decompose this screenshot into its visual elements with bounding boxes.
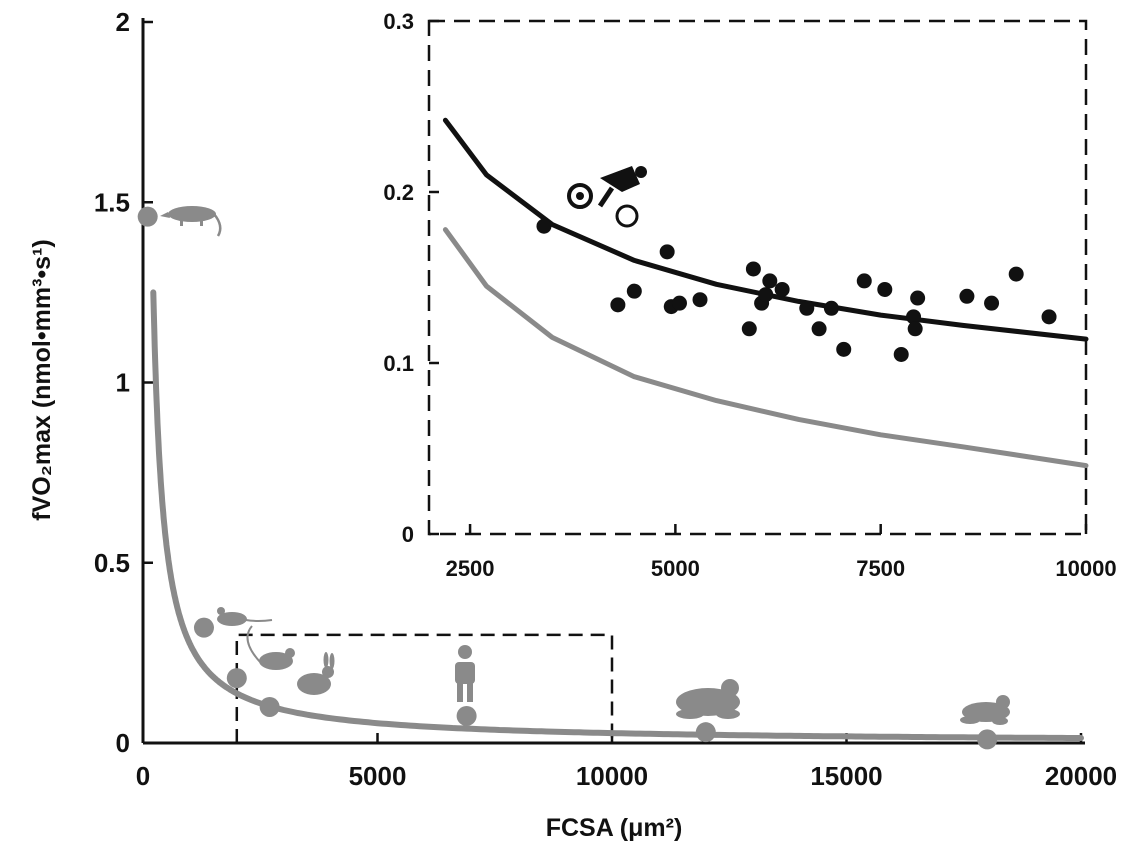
main-data-point [137, 206, 158, 227]
inset-curve-0 [442, 117, 1089, 342]
inset-y-tick-label: 0 [402, 522, 414, 547]
inset-x-tick-label: 10000 [1055, 556, 1116, 581]
inset-data-point [856, 273, 872, 289]
main-data-point [259, 696, 280, 717]
rat-icon [246, 625, 295, 670]
y-axis-label: fVO₂max (nmol•mm³•s¹) [28, 239, 56, 520]
inset-chart: 2500 5000 7500 10000 0 0.1 0.2 0.3 [383, 9, 1116, 581]
toad-icon [960, 695, 1010, 725]
inset-data-point [741, 321, 757, 337]
inset-x-tick-label: 2500 [446, 556, 495, 581]
animal-icons [160, 206, 1010, 725]
x-tick-label: 0 [136, 761, 150, 791]
frog-icon [676, 679, 740, 719]
main-data-point [695, 722, 716, 743]
x-tick-label: 5000 [349, 761, 407, 791]
cyclist-icon [567, 166, 647, 228]
inset-data-point [626, 283, 642, 299]
inset-data-point [1008, 266, 1024, 282]
inset-data-point [659, 244, 675, 260]
inset-data-point [906, 309, 922, 325]
inset-data-point [893, 346, 909, 362]
inset-region-box [235, 633, 614, 743]
inset-y-tick-label: 0.1 [383, 351, 414, 376]
inset-x-tick-label: 7500 [856, 556, 905, 581]
inset-data-point [799, 300, 815, 316]
inset-curve-1 [442, 227, 1089, 469]
inset-data-point [811, 321, 827, 337]
rabbit-icon [297, 652, 335, 695]
inset-data-point [907, 321, 923, 337]
mouse-icon [217, 607, 273, 626]
y-tick-label: 2 [116, 7, 130, 37]
inset-frame [427, 19, 1088, 536]
inset-data-point [823, 300, 839, 316]
main-data-point [977, 729, 998, 750]
inset-data-point [758, 287, 774, 303]
inset-data-point [762, 273, 778, 289]
inset-data-point [536, 218, 552, 234]
inset-data-point [671, 295, 687, 311]
y-tick-label: 0.5 [94, 548, 130, 578]
main-chart: 0 5000 10000 15000 20000 0 0.5 1 1.5 2 [94, 7, 1117, 791]
inset-data-point [745, 261, 761, 277]
y-tick-label: 1.5 [94, 187, 130, 217]
inset-data-point [959, 288, 975, 304]
inset-y-tick-label: 0.2 [383, 180, 414, 205]
inset-data-point [877, 281, 893, 297]
inset-data-point [984, 295, 1000, 311]
inset-data-point [1041, 309, 1057, 325]
x-axis-label: FCSA (μm²) [546, 814, 683, 842]
y-tick-label: 0 [116, 728, 130, 758]
y-tick-label: 1 [116, 368, 130, 398]
human-icon [455, 645, 475, 702]
inset-data-point [610, 297, 626, 313]
main-data-point [193, 617, 214, 638]
x-tick-label: 10000 [576, 761, 648, 791]
main-fit-curve [150, 289, 1084, 741]
inset-data-point [836, 341, 852, 357]
x-tick-label: 20000 [1045, 761, 1117, 791]
inset-y-tick-label: 0.3 [383, 9, 414, 34]
main-data-point [456, 705, 477, 726]
inset-data-point [774, 281, 790, 297]
inset-data-point [910, 290, 926, 306]
inset-data-point [692, 292, 708, 308]
x-tick-label: 15000 [810, 761, 882, 791]
shrew-icon [160, 206, 222, 237]
main-data-point [226, 668, 247, 689]
inset-x-tick-label: 5000 [651, 556, 700, 581]
